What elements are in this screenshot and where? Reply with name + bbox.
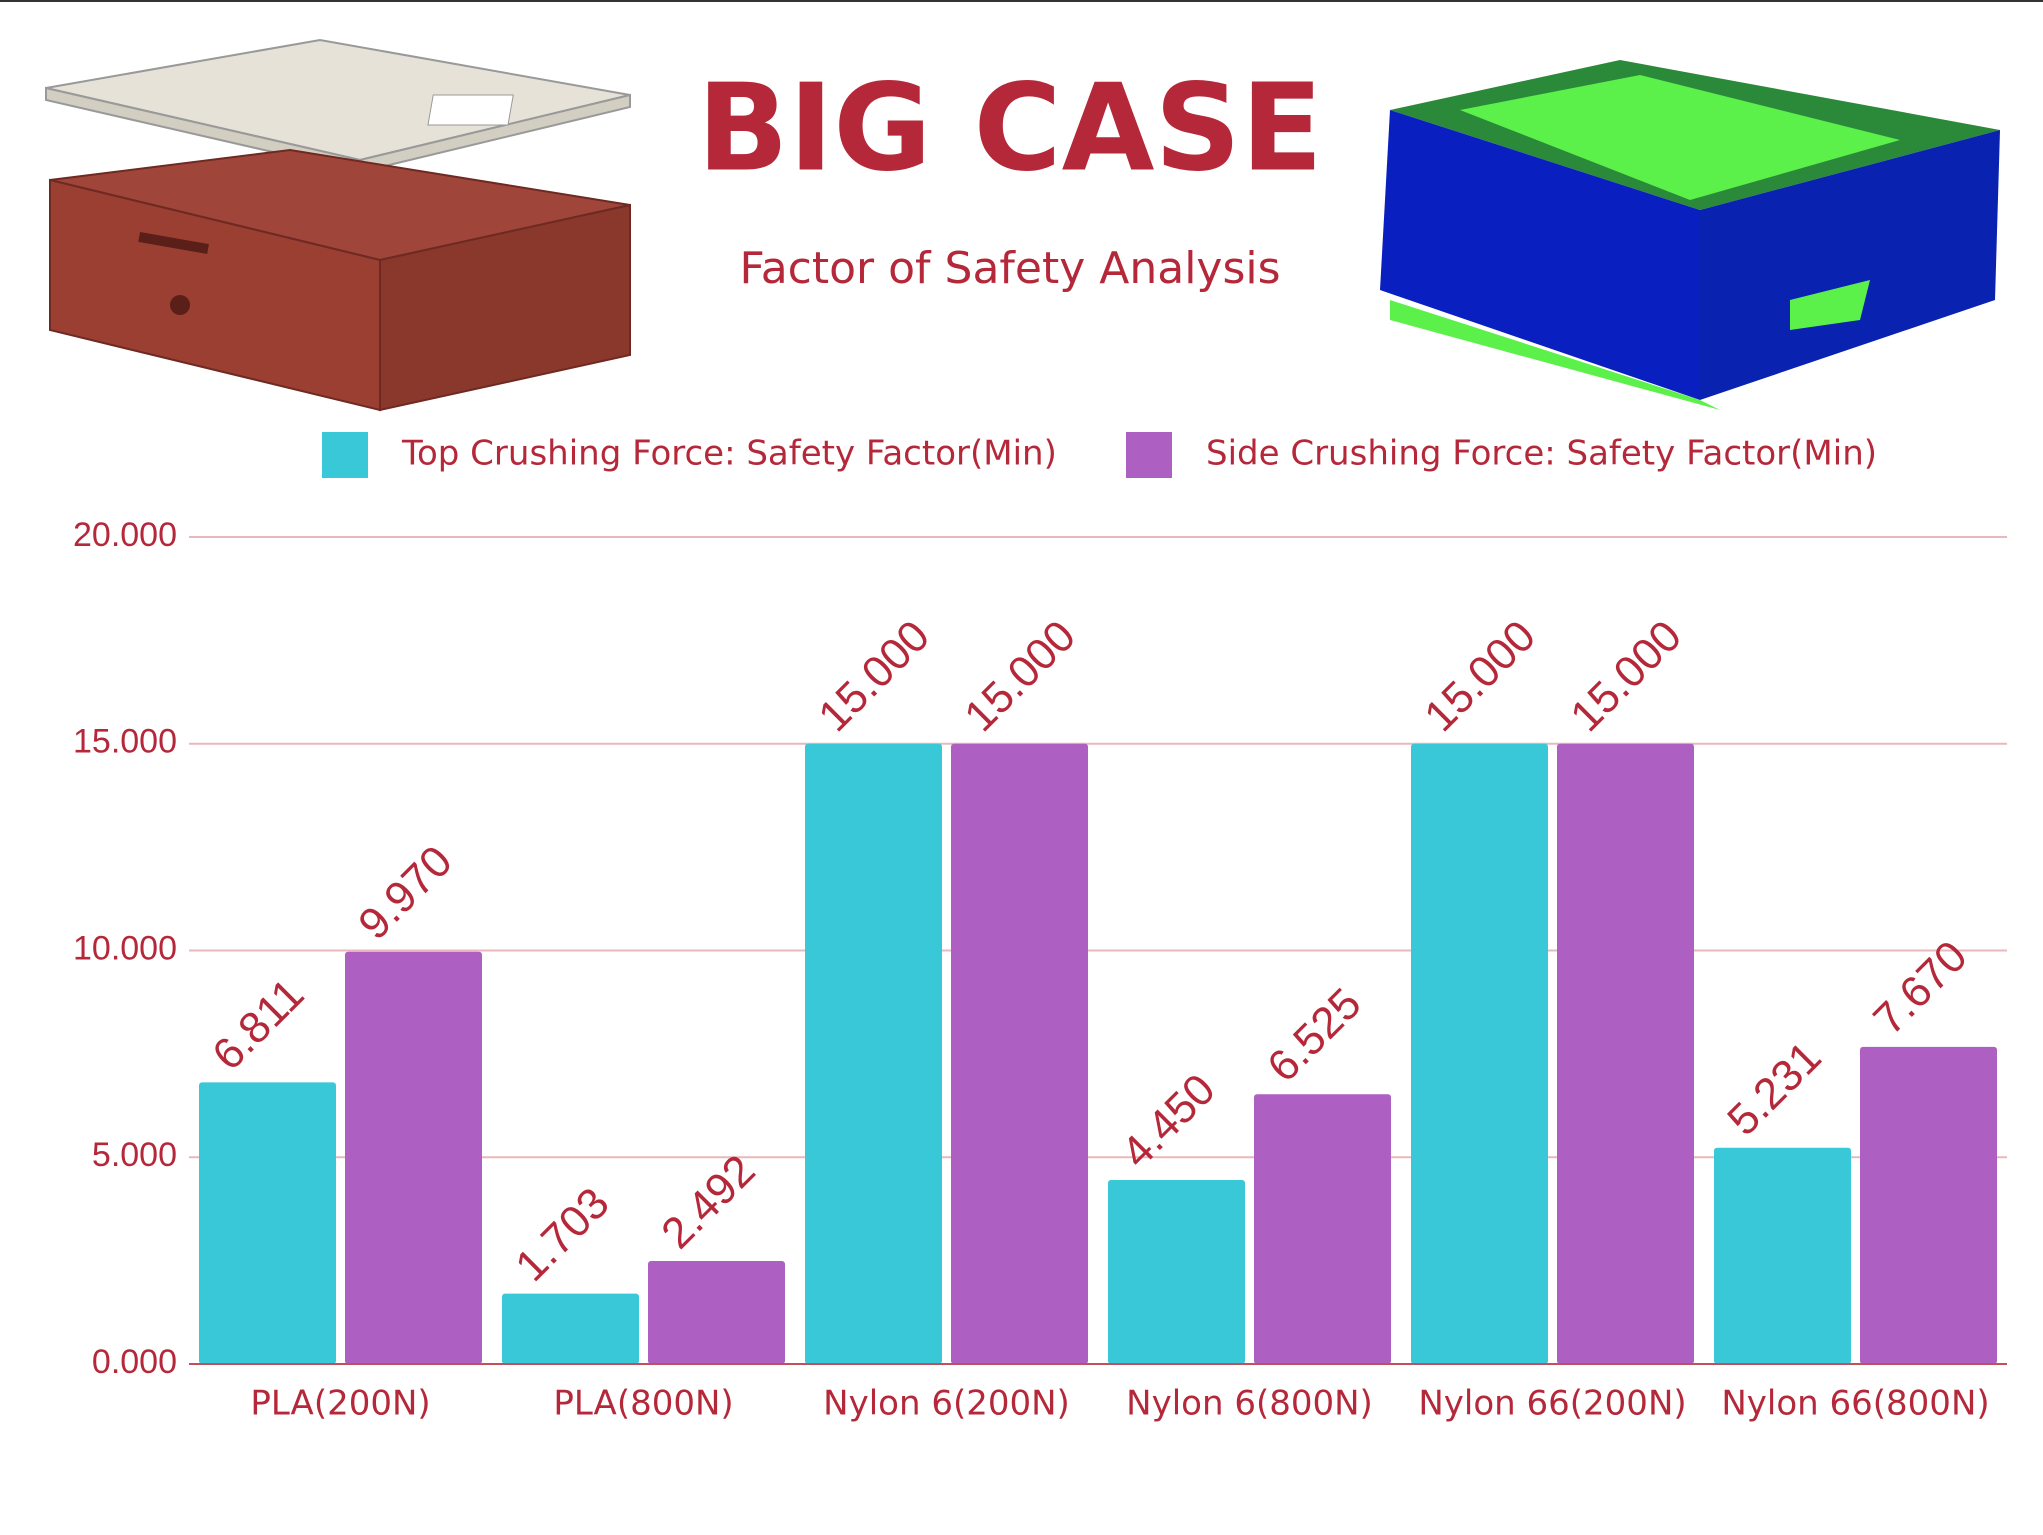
bar [1411, 743, 1548, 1364]
value-label: 2.492 [652, 1146, 765, 1259]
legend-label: Side Crushing Force: Safety Factor(Min) [1206, 434, 1877, 474]
value-label: 9.970 [349, 837, 462, 950]
bar [1860, 1046, 1997, 1364]
value-label: 1.703 [506, 1178, 619, 1291]
chart-title: BIG CASE [697, 60, 1323, 199]
value-label: 15.000 [955, 611, 1085, 741]
value-label: 6.525 [1258, 979, 1371, 1092]
value-label: 4.450 [1112, 1065, 1225, 1178]
y-tick-label: 20.000 [73, 516, 177, 554]
bar [805, 743, 942, 1364]
x-tick-label: Nylon 6(800N) [1126, 1384, 1373, 1424]
x-tick-label: Nylon 6(200N) [823, 1384, 1070, 1424]
value-label: 6.811 [203, 969, 313, 1079]
legend-swatch [322, 432, 368, 478]
value-label: 15.000 [809, 611, 939, 741]
fea-render [1380, 60, 2000, 410]
bar [345, 951, 482, 1364]
bar [199, 1082, 336, 1364]
bar [1254, 1094, 1391, 1364]
legend-label: Top Crushing Force: Safety Factor(Min) [401, 434, 1057, 474]
bar [1714, 1147, 1851, 1364]
x-tick-label: PLA(200N) [250, 1384, 430, 1424]
y-tick-label: 15.000 [73, 723, 177, 761]
y-tick-label: 10.000 [73, 929, 177, 967]
bar [1557, 743, 1694, 1364]
x-tick-label: Nylon 66(800N) [1721, 1384, 1989, 1424]
value-label: 15.000 [1415, 611, 1545, 741]
x-tick-label: Nylon 66(200N) [1418, 1384, 1686, 1424]
bar [951, 743, 1088, 1364]
value-label: 15.000 [1561, 611, 1691, 741]
value-label: 7.670 [1864, 932, 1977, 1045]
y-tick-label: 5.000 [92, 1136, 177, 1174]
y-tick-label: 0.000 [92, 1343, 177, 1381]
legend-swatch [1126, 432, 1172, 478]
case-render [45, 38, 631, 412]
chart-subtitle: Factor of Safety Analysis [739, 243, 1280, 294]
bar [1108, 1179, 1245, 1364]
bar [648, 1260, 785, 1364]
value-label: 5.231 [1718, 1032, 1831, 1145]
bar [502, 1293, 639, 1364]
x-tick-label: PLA(800N) [553, 1384, 733, 1424]
